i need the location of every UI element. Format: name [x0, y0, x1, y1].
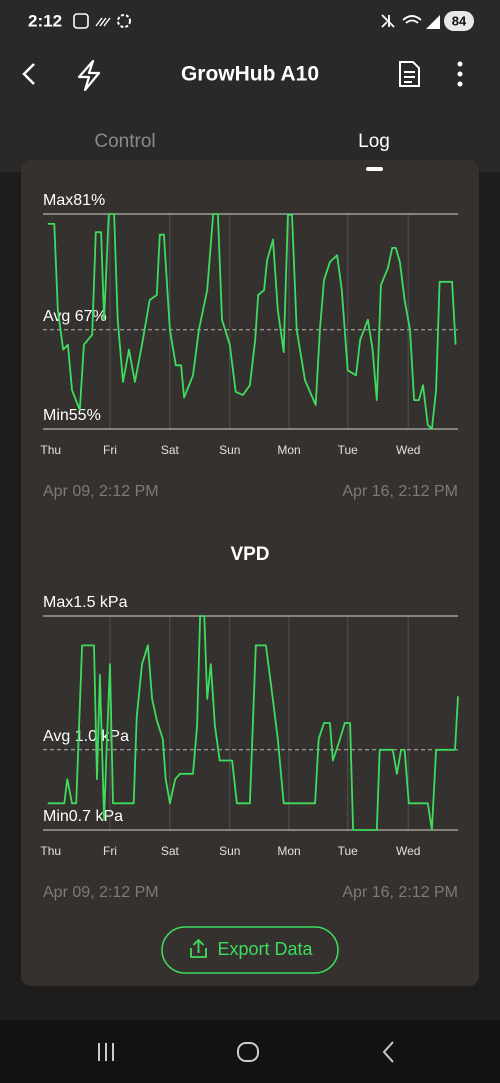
- export-icon: [190, 938, 207, 958]
- x-tick-label: Sat: [161, 443, 180, 457]
- status-icon: [95, 17, 111, 27]
- export-button[interactable]: [161, 926, 339, 974]
- nav-bar: [0, 1020, 500, 1083]
- y-tick-label: Avg 67%: [43, 308, 107, 325]
- x-tick-label: Mon: [277, 844, 300, 858]
- header-title: GrowHub A10: [181, 63, 319, 86]
- header-bg: [0, 0, 500, 172]
- nav-back[interactable]: [382, 1041, 394, 1063]
- status-icon: [117, 14, 131, 28]
- data-line: [47, 213, 457, 430]
- x-tick-label: Wed: [396, 443, 420, 457]
- range-start: Apr 09, 2:12 PM: [43, 884, 159, 901]
- nav-home[interactable]: [237, 1042, 259, 1062]
- range-end: Apr 16, 2:12 PM: [342, 884, 458, 901]
- export-label[interactable]: Export Data: [217, 939, 313, 959]
- menu-button[interactable]: [457, 61, 463, 87]
- x-tick-label: Tue: [338, 443, 359, 457]
- wifi-icon: [402, 15, 422, 24]
- x-tick-label: Sun: [219, 844, 240, 858]
- status-icon: [73, 13, 89, 29]
- tab-active[interactable]: Log: [358, 131, 390, 152]
- y-tick-label: Min0.7 kPa: [43, 808, 123, 825]
- card-top: [21, 172, 479, 182]
- chart-title: VPD: [230, 544, 269, 565]
- x-tick-label: Thu: [40, 844, 61, 858]
- card: [21, 160, 479, 986]
- nav-recent[interactable]: [98, 1043, 114, 1061]
- status-time: 2:12: [28, 11, 62, 30]
- data-line: [47, 615, 459, 831]
- y-tick-label: Max1.5 kPa: [43, 594, 128, 611]
- x-tick-label: Sat: [161, 844, 180, 858]
- power-button[interactable]: [77, 59, 101, 92]
- tab-indicator: [366, 167, 383, 171]
- x-tick-label: Thu: [40, 443, 61, 457]
- y-tick-label: Max81%: [43, 192, 105, 209]
- x-tick-label: Mon: [277, 443, 300, 457]
- document-button[interactable]: [399, 61, 420, 87]
- x-tick-label: Fri: [103, 443, 117, 457]
- battery: [444, 11, 474, 31]
- battery-level: 84: [452, 13, 467, 28]
- y-tick-label: Min55%: [43, 407, 101, 424]
- signal-icon: [426, 15, 440, 29]
- range-end: Apr 16, 2:12 PM: [342, 483, 458, 500]
- back-button[interactable]: [22, 63, 35, 85]
- tab[interactable]: Control: [94, 131, 155, 152]
- x-tick-label: Sun: [219, 443, 240, 457]
- x-tick-label: Fri: [103, 844, 117, 858]
- range-start: Apr 09, 2:12 PM: [43, 483, 159, 500]
- mute-icon: [381, 14, 395, 28]
- y-tick-label: Avg 1.0 kPa: [43, 728, 129, 745]
- x-tick-label: Tue: [338, 844, 359, 858]
- x-tick-label: Wed: [396, 844, 420, 858]
